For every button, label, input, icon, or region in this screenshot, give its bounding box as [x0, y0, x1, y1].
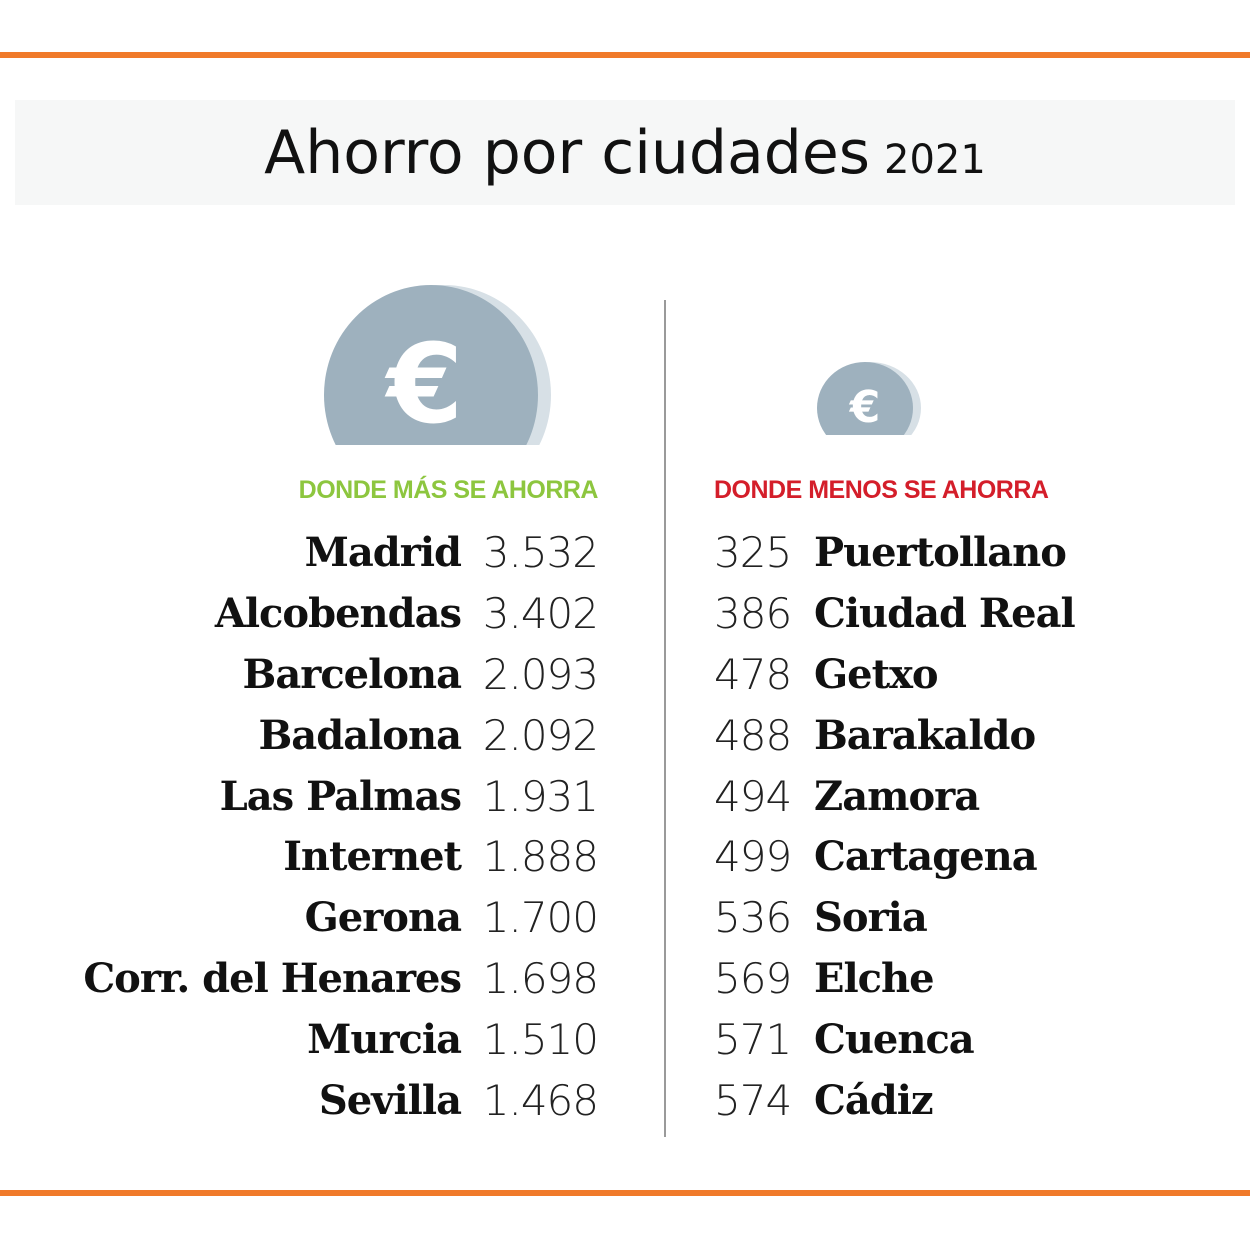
savings-value: 569	[714, 954, 792, 1004]
city-name: Las Palmas	[219, 772, 462, 820]
table-row: Badalona 2.092	[83, 705, 600, 766]
table-row: 488 Barakaldo	[714, 705, 1075, 766]
savings-value: 1.510	[482, 1015, 599, 1065]
savings-value: 2.092	[482, 710, 599, 760]
svg-text:€: €	[384, 320, 464, 448]
table-row: Las Palmas 1.931	[83, 766, 599, 827]
savings-value: 1.698	[482, 954, 599, 1004]
table-row: 536 Soria	[714, 887, 1075, 948]
savings-value: 386	[714, 588, 792, 638]
table-row: 494 Zamora	[714, 766, 1075, 827]
most-savings-list: Madrid 3.532 Alcobendas 3.402 Barcelona 2.093…	[83, 522, 600, 1131]
savings-value: 1.700	[482, 893, 599, 943]
city-name: Murcia	[307, 1016, 462, 1064]
savings-value: 2.093	[482, 649, 599, 699]
city-name: Ciudad Real	[814, 589, 1076, 637]
savings-value: 3.402	[482, 588, 599, 638]
city-name: Alcobendas	[214, 589, 462, 637]
city-name: Madrid	[304, 528, 462, 576]
heading-most-savings: DONDE MÁS SE AHORRA	[298, 476, 599, 504]
city-name: Cádiz	[814, 1076, 934, 1124]
city-name: Internet	[283, 833, 462, 881]
svg-text:€: €	[849, 382, 881, 433]
least-savings-list: 325 Puertollano 386 Ciudad Real 478 Getxo 488 B…	[714, 522, 1076, 1131]
city-name: Elche	[814, 955, 935, 1003]
table-row: 574 Cádiz	[714, 1070, 1075, 1131]
savings-value: 494	[714, 771, 792, 821]
title-band: Ahorro por ciudades 2021	[15, 100, 1235, 205]
city-name: Corr. del Henares	[83, 955, 462, 1003]
column-divider	[664, 300, 666, 1137]
city-name: Barakaldo	[814, 711, 1036, 759]
city-name: Cartagena	[814, 833, 1038, 881]
heading-least-savings: DONDE MENOS SE AHORRA	[714, 476, 1049, 504]
savings-value: 1.888	[482, 832, 599, 882]
table-row: Madrid 3.532	[83, 522, 599, 583]
savings-value: 1.468	[482, 1075, 599, 1125]
title-text: Ahorro por ciudades	[264, 117, 871, 188]
savings-value: 478	[714, 649, 792, 699]
city-name: Zamora	[814, 772, 980, 820]
table-row: Corr. del Henares 1.698	[83, 948, 599, 1009]
savings-value: 499	[714, 832, 792, 882]
table-row: Sevilla 1.468	[83, 1070, 599, 1131]
savings-value: 574	[714, 1075, 792, 1125]
title-year: 2021	[884, 136, 986, 183]
city-name: Puertollano	[814, 528, 1067, 576]
city-name: Getxo	[814, 650, 939, 698]
savings-value: 488	[714, 710, 792, 760]
city-name: Barcelona	[242, 650, 462, 698]
table-row: Murcia 1.510	[83, 1009, 599, 1070]
savings-value: 1.931	[482, 771, 599, 821]
top-rule	[0, 52, 1250, 58]
savings-value: 571	[714, 1015, 792, 1065]
table-row: 571 Cuenca	[714, 1009, 1075, 1070]
table-row: Internet 1.888	[83, 826, 599, 887]
savings-value: 3.532	[482, 527, 599, 577]
bottom-rule	[0, 1190, 1250, 1196]
table-row: Barcelona 2.093	[83, 644, 599, 705]
table-row: 386 Ciudad Real	[714, 583, 1076, 644]
table-row: Gerona 1.700	[83, 887, 599, 948]
city-name: Soria	[814, 894, 928, 942]
savings-value: 325	[714, 527, 792, 577]
page-title: Ahorro por ciudades 2021	[264, 118, 986, 188]
table-row: 569 Elche	[714, 948, 1075, 1009]
city-name: Sevilla	[318, 1076, 462, 1124]
city-name: Badalona	[258, 711, 462, 759]
savings-value: 536	[714, 893, 792, 943]
euro-coin-icon-small: €	[817, 362, 921, 435]
city-name: Cuenca	[814, 1016, 975, 1064]
table-row: Alcobendas 3.402	[83, 583, 599, 644]
table-row: 478 Getxo	[714, 644, 1075, 705]
city-name: Gerona	[304, 894, 462, 942]
euro-coin-icon: €	[324, 285, 551, 448]
table-row: 499 Cartagena	[714, 826, 1075, 887]
table-row: 325 Puertollano	[714, 522, 1075, 583]
